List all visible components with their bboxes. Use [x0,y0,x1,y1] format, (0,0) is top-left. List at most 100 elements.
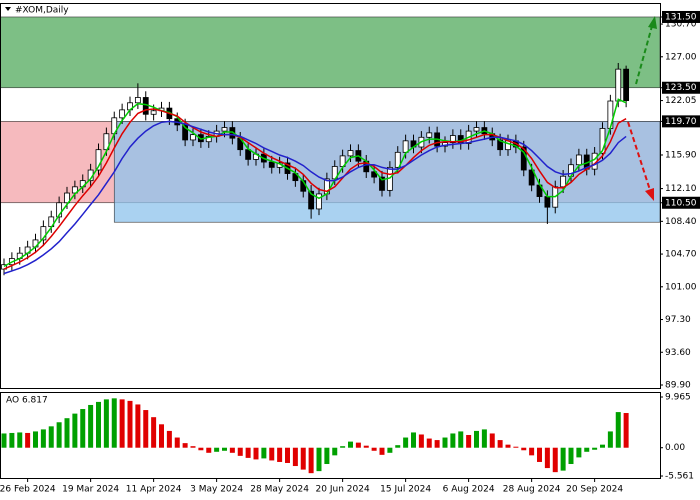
ao-bar [529,447,535,456]
ao-bar [513,446,519,448]
y-tick-label: 9.965 [665,392,691,402]
moving-average [3,108,627,270]
ao-bar [418,434,424,448]
ao-bar [190,446,196,448]
ao-bar [1,433,7,448]
ao-bar [103,399,109,448]
x-tick-label: 20 Jun 2024 [316,485,370,495]
ao-bar [9,432,15,448]
ao-bar [489,433,495,448]
x-tick-label: 15 Jul 2024 [380,485,431,495]
x-tick-label: 28 Aug 2024 [503,485,561,495]
candle-body [607,100,614,129]
ao-bar [544,447,550,469]
y-tick-label: 93.60 [665,348,691,358]
ao-bar [584,447,590,452]
x-tick-label: 11 Apr 2024 [126,485,182,495]
y-tick-label: 101.00 [665,282,697,292]
candle-body [575,154,582,166]
ao-bar [379,447,385,455]
y-tick-label: 131.50 [665,12,697,22]
y-tick-label: 115.90 [665,150,697,160]
candle-body [599,128,606,154]
tick-label-box [662,10,700,23]
ao-bar [127,400,133,448]
candle-body [190,134,196,141]
x-tick-label: 19 Mar 2024 [62,485,119,495]
ao-bar [355,442,361,448]
ao-bar [340,446,346,448]
y-tick-label: 112.10 [665,184,697,194]
y-tick-label: 123.50 [665,83,697,93]
ao-bar [277,447,283,462]
ao-bar [434,440,440,448]
ao-bar [363,445,369,448]
moving-average [3,120,627,275]
ao-bar [253,447,259,460]
ao-bar [72,413,78,448]
ao-bar [111,398,117,448]
candle-body [268,161,275,168]
candle-body [426,132,433,138]
ao-bar [497,440,503,448]
chart-title: #XOM,Daily [15,6,69,16]
candle-body [544,196,551,208]
ao-bar [505,444,511,448]
ao-bar [426,438,432,448]
ao-bar [237,447,243,456]
y-tick-label: 122.05 [665,96,697,106]
ao-bar [607,431,613,448]
candle-body [473,127,480,132]
ao-bar [206,447,212,453]
y-tick-label: 89.90 [665,380,691,390]
ao-bar [159,424,164,448]
candle-body [150,110,157,115]
ao-bar [151,417,157,448]
ao-bar [143,410,149,448]
ao-bar [269,447,275,461]
candle-body [347,150,354,157]
ao-bar [537,447,542,462]
ao-bar [600,444,605,448]
ao-bar [40,429,46,448]
tick-label-box [662,115,700,128]
moving-average [3,98,627,268]
ao-bar [316,447,322,472]
ao-bar [56,422,62,448]
x-tick-label: 26 Feb 2024 [0,485,56,495]
candle-body [56,202,63,218]
ao-frame [0,392,661,479]
candle-body [316,193,322,210]
ao-bar [395,445,401,448]
menu-arrow[interactable] [5,7,11,11]
ao-title: AO 6.817 [6,396,48,406]
candle-body [308,190,315,210]
x-tick-label: 28 May 2024 [250,485,309,495]
ao-bar [135,404,141,448]
ao-bar [48,426,54,448]
candle-body [394,151,401,168]
ao-bar [292,447,298,467]
ao-bar [474,430,479,448]
candle-body [528,169,535,186]
ao-bar [458,431,464,448]
ao-bar [481,429,487,448]
candle-body [40,226,47,241]
candle-body [205,136,212,143]
y-tick-label: 0.00 [665,443,685,453]
ao-bar [450,433,456,448]
ao-bar [245,447,251,458]
ao-bar [300,447,306,470]
ao-bar [33,431,38,448]
ao-bar [119,399,125,448]
ao-bar [615,412,621,448]
forecast-arrows [627,16,657,201]
candle-body [182,124,189,141]
ao-bar [552,447,558,473]
y-tick-label: 119.70 [665,117,697,127]
candle-body [245,149,252,160]
candle-body [623,68,630,101]
candle-body [371,171,378,178]
ao-bar [80,409,86,448]
